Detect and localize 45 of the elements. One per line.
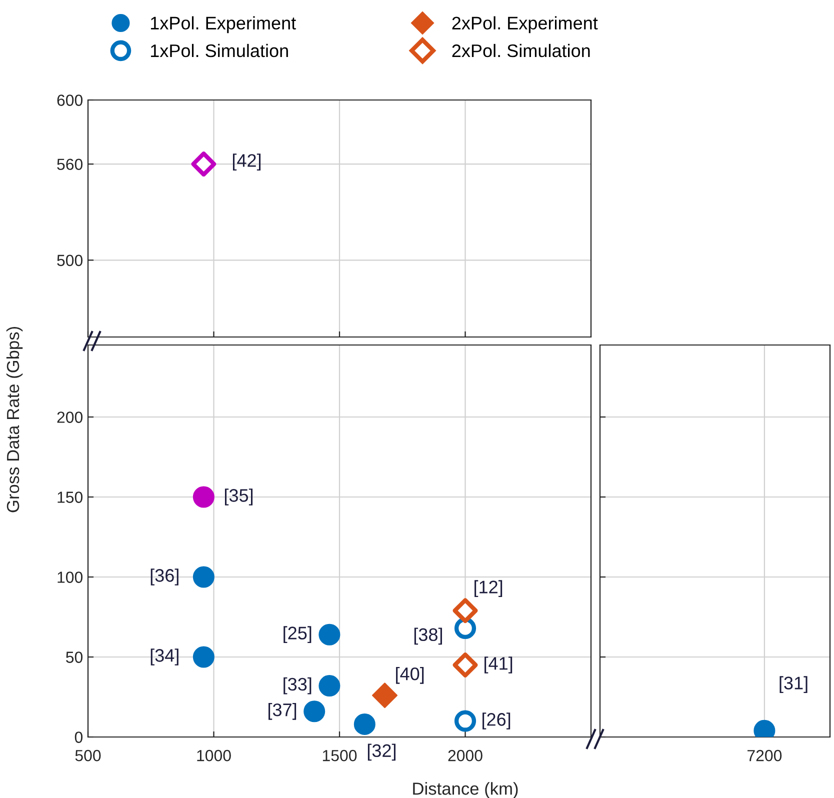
point — [454, 710, 476, 732]
point — [452, 598, 478, 624]
x-tick-label: 2000 — [448, 750, 482, 762]
x-tick-label: 1500 — [322, 750, 357, 762]
y-tick-label: 200 — [57, 412, 83, 423]
annotation: [40] — [396, 666, 424, 684]
annotation: [38] — [414, 628, 442, 645]
y-tick-label: 500 — [57, 254, 83, 266]
x-tick-label: 500 — [75, 750, 101, 762]
point — [192, 486, 214, 508]
y-axis-title: Gross Data Rate (Gbps) — [6, 326, 23, 512]
point — [454, 617, 476, 639]
y-tick-label: 560 — [57, 158, 83, 170]
point — [192, 566, 214, 588]
legend-label: 1xPol. Simulation — [150, 44, 288, 58]
annotation: [35] — [224, 488, 253, 506]
x-axis-title: Distance (km) — [413, 782, 518, 798]
point — [452, 652, 478, 678]
point — [192, 646, 214, 668]
legend-label: 1xPol. Experiment — [150, 16, 296, 34]
x-tick-label: 7200 — [748, 750, 782, 762]
legend-label: 2xPol. Simulation — [452, 44, 590, 58]
point — [354, 713, 376, 735]
legend-label: 2xPol. Experiment — [452, 16, 598, 34]
point — [318, 675, 340, 697]
y-tick-label: 600 — [57, 94, 83, 106]
annotation: [36] — [150, 568, 178, 586]
x-tick-label: 1000 — [197, 750, 231, 762]
annotation: [41] — [484, 656, 512, 674]
y-tick-label: 100 — [58, 572, 83, 583]
y-tick-label: 150 — [58, 492, 83, 503]
annotation: [42] — [232, 154, 261, 170]
annotation: [34] — [150, 648, 178, 666]
annotation: [31] — [780, 676, 808, 694]
point — [304, 700, 326, 722]
annotation: [33] — [284, 677, 312, 694]
annotation: [25] — [284, 626, 312, 644]
point — [372, 682, 398, 708]
y-tick-label: 0 — [74, 732, 83, 743]
point — [318, 624, 340, 646]
annotation: [32] — [368, 744, 396, 761]
annotation: [12] — [474, 580, 502, 598]
y-tick-label: 50 — [66, 652, 83, 663]
annotation: [37] — [268, 702, 296, 720]
annotation: [26] — [482, 712, 510, 730]
